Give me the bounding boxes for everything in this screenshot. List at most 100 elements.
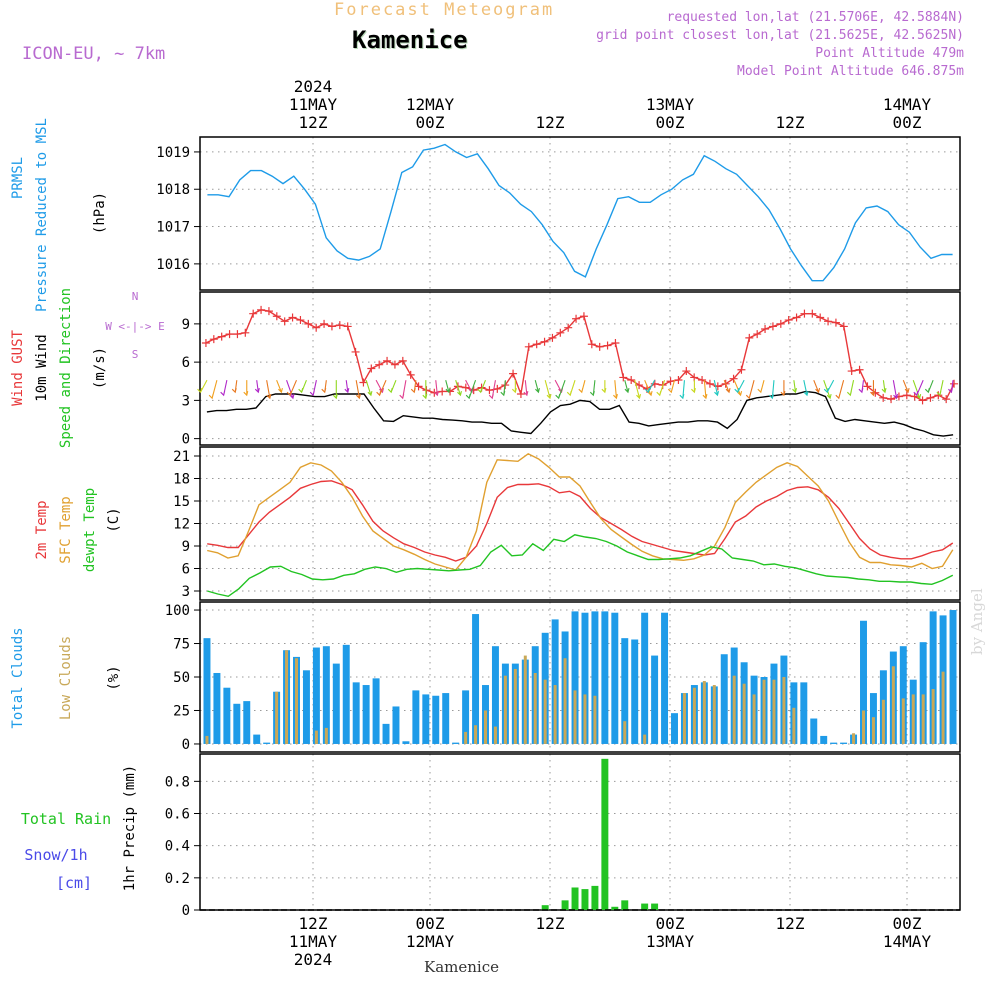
low-clouds-bar <box>732 675 736 744</box>
wind-direction-arrow <box>544 380 552 400</box>
wind-direction-arrow <box>231 380 238 394</box>
rain-bar <box>571 887 579 910</box>
wind-direction-arrow <box>254 380 260 394</box>
wind-direction-arrow <box>892 380 899 400</box>
y-tick-label: 0 <box>182 903 190 919</box>
gust-marker <box>863 382 872 391</box>
x-tick-label-bottom: 12Z <box>776 914 805 933</box>
low-clouds-bar <box>643 734 647 744</box>
gridpoint-coords: grid point closest lon,lat (21.5625E, 42… <box>596 28 964 43</box>
direction-legend-s: S <box>132 348 139 361</box>
gust-marker <box>233 330 242 339</box>
wind-unit: (m/s) <box>92 347 108 389</box>
y-tick-label: 1017 <box>156 220 190 236</box>
gust-marker <box>461 383 470 392</box>
low-clouds-bar <box>503 675 507 744</box>
gust-marker <box>950 379 959 388</box>
total-clouds-bar <box>392 706 400 744</box>
gust-marker <box>627 375 636 384</box>
product-title: Forecast Meteogram <box>334 0 555 20</box>
gust-marker <box>438 387 447 396</box>
low-clouds-bar <box>921 694 925 744</box>
low-clouds-bar <box>295 658 298 744</box>
x-tick-label-bottom: 12MAY <box>406 932 455 951</box>
gust-marker <box>800 309 809 318</box>
gust-marker <box>572 314 581 323</box>
wind-direction-arrow <box>792 380 798 394</box>
total-clouds-bar <box>472 614 480 744</box>
gust-marker <box>209 335 218 344</box>
wind-direction-arrow <box>803 380 809 397</box>
model-altitude: Model Point Altitude 646.875m <box>737 64 964 79</box>
gust-marker <box>312 323 321 332</box>
wind-direction-arrow <box>410 380 417 394</box>
total-clouds-bar <box>491 646 499 744</box>
x-tick-label-top: 12Z <box>299 113 328 132</box>
wind-direction-arrow <box>220 380 228 397</box>
gust-marker <box>288 313 297 322</box>
gust-marker <box>327 322 336 331</box>
gust-marker <box>390 360 399 369</box>
gust-marker <box>934 391 943 400</box>
gust-marker <box>351 347 360 356</box>
rain-bar <box>581 889 589 910</box>
dewpt-label: dewpt Temp <box>82 488 98 572</box>
wind-direction-arrow <box>936 380 944 397</box>
y-tick-label: 75 <box>173 637 190 653</box>
x-tick-label-top: 2024 <box>294 77 333 96</box>
low-clouds-label: Low Clouds <box>58 636 74 720</box>
gust-marker <box>359 378 368 387</box>
wind-direction-arrow <box>344 380 350 394</box>
low-clouds-bar <box>205 735 209 744</box>
y-tick-label: 18 <box>173 472 190 488</box>
total-clouds-bar <box>233 703 241 744</box>
pressure-unit: (hPa) <box>92 192 108 234</box>
total-clouds-bar <box>810 718 818 744</box>
x-tick-label-top: 12Z <box>536 113 565 132</box>
wind-direction-arrow <box>913 379 924 397</box>
total-clouds-bar <box>322 646 330 744</box>
y-tick-label: 9 <box>182 539 190 555</box>
wind-direction-arrow <box>365 380 373 397</box>
total-clouds-bar <box>919 642 927 744</box>
wind-gust-label: Wind GUST <box>10 330 26 406</box>
wind-direction-arrow <box>477 379 487 394</box>
wind-direction-arrow <box>387 379 397 394</box>
wind-direction-arrow <box>197 379 208 394</box>
wind-direction-arrow <box>286 379 298 397</box>
y-tick-label: 0.2 <box>165 871 190 887</box>
wind-direction-arrow <box>511 380 517 394</box>
gust-marker <box>540 337 549 346</box>
gust-marker <box>587 340 596 349</box>
total-clouds-bar <box>949 610 957 744</box>
total-clouds-bar <box>830 742 838 744</box>
wind-direction-arrow <box>534 380 540 394</box>
total-clouds-bar <box>651 655 659 744</box>
low-clouds-bar <box>782 677 786 744</box>
low-clouds-bar <box>881 699 885 744</box>
total-clouds-bar <box>551 619 559 744</box>
low-clouds-bar <box>543 679 547 744</box>
gust-marker <box>761 324 770 333</box>
total-clouds-bar <box>342 644 350 744</box>
total-clouds-bar <box>840 742 848 744</box>
x-tick-label-top: 11MAY <box>289 95 338 114</box>
direction-legend-n: N <box>132 290 139 303</box>
gust-marker <box>603 341 612 350</box>
y-tick-label: 0.4 <box>165 839 190 855</box>
total-clouds-bar <box>720 654 728 744</box>
sfc-temp-label: SFC Temp <box>58 496 74 563</box>
rain-bar <box>601 758 609 910</box>
total-clouds-bar <box>462 690 470 744</box>
y-tick-label: 3 <box>182 393 190 409</box>
y-tick-label: 15 <box>173 494 190 510</box>
low-clouds-bar <box>484 710 487 744</box>
total-clouds-bar <box>452 742 460 744</box>
wind-direction-arrow <box>375 379 385 394</box>
gust-marker <box>792 313 801 322</box>
low-clouds-bar <box>275 691 279 744</box>
gust-marker <box>532 340 541 349</box>
rain-legend: Total Rain <box>21 810 111 828</box>
low-clouds-bar <box>692 687 696 744</box>
gust-marker <box>383 356 392 365</box>
